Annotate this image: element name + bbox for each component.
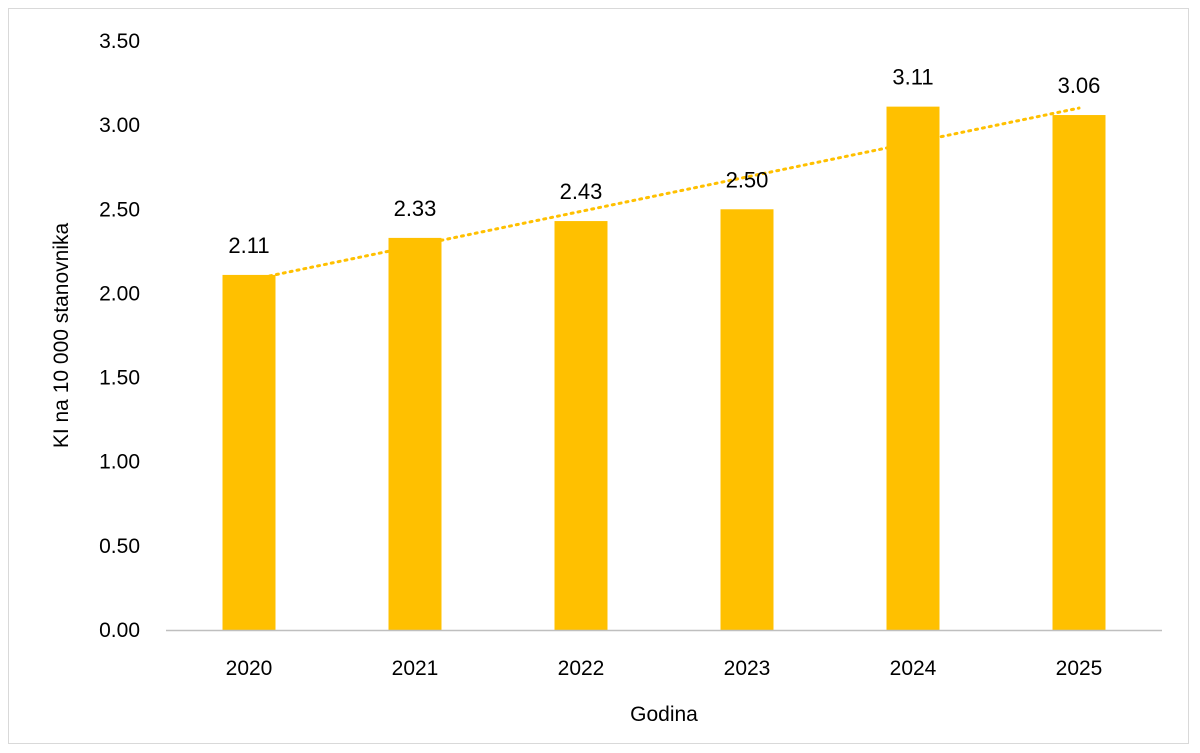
y-tick-label: 2.00 bbox=[99, 282, 140, 305]
bar-2021 bbox=[388, 237, 442, 630]
trendline bbox=[247, 106, 1081, 282]
y-tick-label: 2.50 bbox=[99, 198, 140, 221]
bar-2024 bbox=[886, 106, 940, 631]
x-axis-ticks: 2020 2021 2022 2023 2024 2025 bbox=[226, 657, 1103, 680]
data-label-2023: 2.50 bbox=[726, 167, 769, 192]
bar-2022 bbox=[554, 221, 608, 630]
x-tick-label: 2022 bbox=[558, 657, 605, 680]
data-label-2021: 2.33 bbox=[394, 196, 437, 221]
x-tick-label: 2024 bbox=[890, 657, 937, 680]
x-tick-label: 2023 bbox=[724, 657, 771, 680]
x-tick-label: 2021 bbox=[392, 657, 439, 680]
x-tick-label: 2025 bbox=[1056, 657, 1103, 680]
y-tick-label: 1.00 bbox=[99, 451, 140, 474]
x-tick-label: 2020 bbox=[226, 657, 273, 680]
data-label-2022: 2.43 bbox=[560, 179, 603, 204]
bar-2025 bbox=[1052, 115, 1106, 630]
y-tick-label: 1.50 bbox=[99, 367, 140, 390]
y-axis-title: KI na 10 000 stanovnika bbox=[50, 223, 73, 449]
y-tick-label: 3.50 bbox=[99, 30, 140, 53]
y-tick-label: 0.50 bbox=[99, 535, 140, 558]
bar-2023 bbox=[720, 209, 774, 631]
bar-2020 bbox=[222, 274, 276, 630]
y-tick-label: 0.00 bbox=[99, 619, 140, 642]
data-label-2025: 3.06 bbox=[1058, 73, 1101, 98]
bars bbox=[222, 106, 1106, 631]
data-label-2024: 3.11 bbox=[892, 65, 933, 90]
data-labels: 2.11 2.33 2.43 2.50 3.11 3.06 bbox=[228, 65, 1100, 258]
y-axis-ticks: 0.00 0.50 1.00 1.50 2.00 2.50 3.00 3.50 bbox=[99, 30, 140, 642]
x-axis-title: Godina bbox=[630, 703, 698, 726]
y-tick-label: 3.00 bbox=[99, 114, 140, 137]
data-label-2020: 2.11 bbox=[228, 233, 269, 258]
trendline-group bbox=[247, 106, 1081, 282]
